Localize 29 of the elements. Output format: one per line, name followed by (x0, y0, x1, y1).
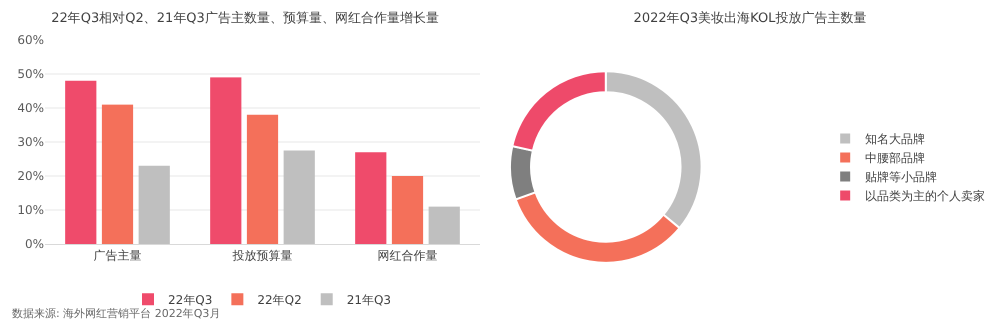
x-tick-label: 网红合作量 (378, 248, 438, 262)
y-tick-label: 40% (17, 101, 44, 116)
legend-label: 知名大品牌 (865, 132, 926, 146)
y-tick-label: 50% (17, 67, 44, 82)
x-tick-label: 投放预算量 (232, 248, 292, 262)
bar (138, 166, 170, 244)
legend-label: 贴牌等小品牌 (865, 170, 938, 184)
bar (355, 152, 386, 244)
x-tick-label: 广告主量 (94, 248, 142, 262)
y-tick-label: 0% (24, 237, 44, 252)
bar (210, 77, 242, 244)
chart-title: 22年Q3相对Q2、21年Q3广告主数量、预算量、网红合作量增长量 (51, 10, 439, 26)
legend-label: 22年Q3 (168, 292, 212, 307)
y-tick-label: 10% (17, 203, 44, 218)
bar (65, 80, 96, 244)
bar (428, 206, 460, 244)
bar (246, 114, 278, 244)
bar (392, 176, 424, 244)
legend-label: 21年Q3 (346, 292, 392, 307)
legend-label: 以品类为主的个人卖家 (865, 189, 986, 204)
legend-label: 中腰部品牌 (865, 151, 926, 166)
chart-title: 2022年Q3美妆出海KOL投放广告主数量 (634, 10, 866, 26)
y-tick-label: 30% (17, 135, 44, 150)
bar (284, 150, 315, 244)
legend-label: 22年Q2 (257, 292, 302, 307)
y-tick-label: 60% (17, 33, 44, 48)
bar (102, 104, 134, 244)
y-tick-label: 20% (17, 169, 44, 184)
source-note: 数据来源: 海外网红营销平台 2022年Q3月 (12, 307, 220, 320)
